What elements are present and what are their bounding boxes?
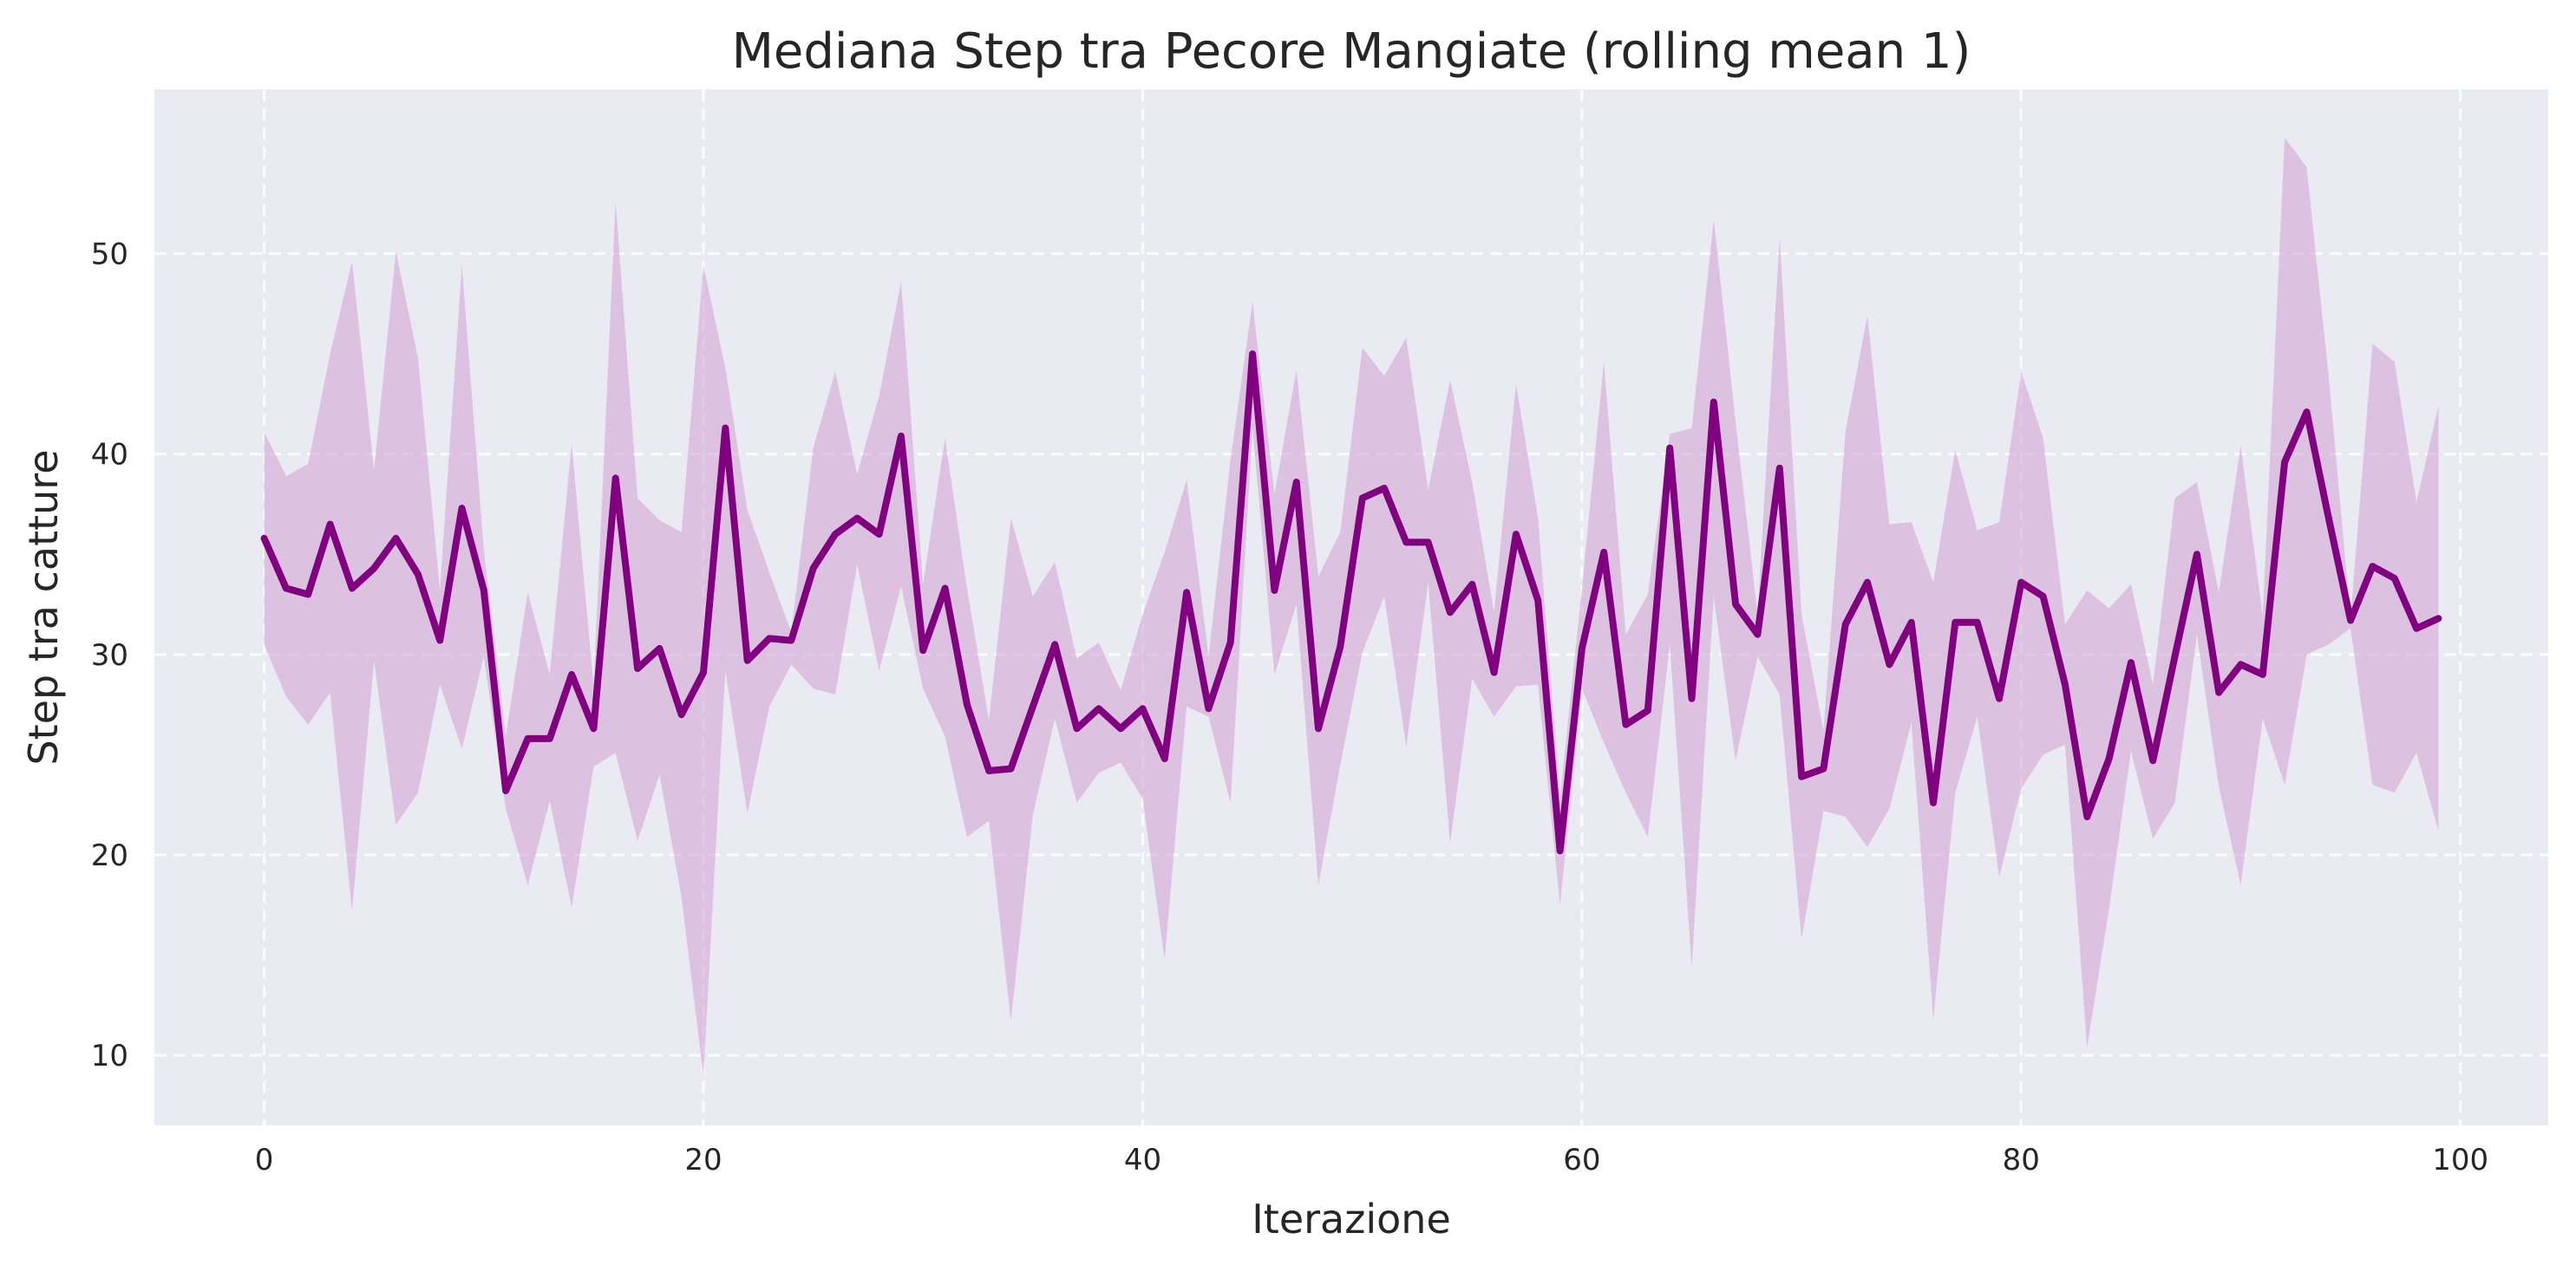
y-tick-label: 40	[91, 438, 128, 473]
y-tick-labels: 10 20 30 40 50	[91, 238, 128, 1074]
y-tick-label: 20	[91, 838, 128, 873]
x-tick-label: 20	[684, 1143, 722, 1177]
y-tick-label: 10	[91, 1039, 128, 1073]
median-line	[260, 350, 2442, 855]
x-tick-label: 100	[2432, 1143, 2488, 1177]
x-tick-label: 80	[2003, 1143, 2040, 1177]
interquartile-band	[264, 137, 2439, 1076]
chart-title: Mediana Step tra Pecore Mangiate (rollin…	[732, 23, 1971, 80]
y-tick-label: 50	[91, 238, 128, 272]
x-tick-labels: 0 20 40 60 80 100	[255, 1143, 2488, 1177]
y-tick-label: 30	[91, 638, 128, 673]
y-axis-label: Step tra catture	[20, 449, 67, 765]
x-tick-label: 60	[1563, 1143, 1600, 1177]
x-tick-label: 40	[1124, 1143, 1161, 1177]
x-tick-label: 0	[255, 1143, 274, 1177]
x-axis-label: Iterazione	[1252, 1196, 1451, 1243]
